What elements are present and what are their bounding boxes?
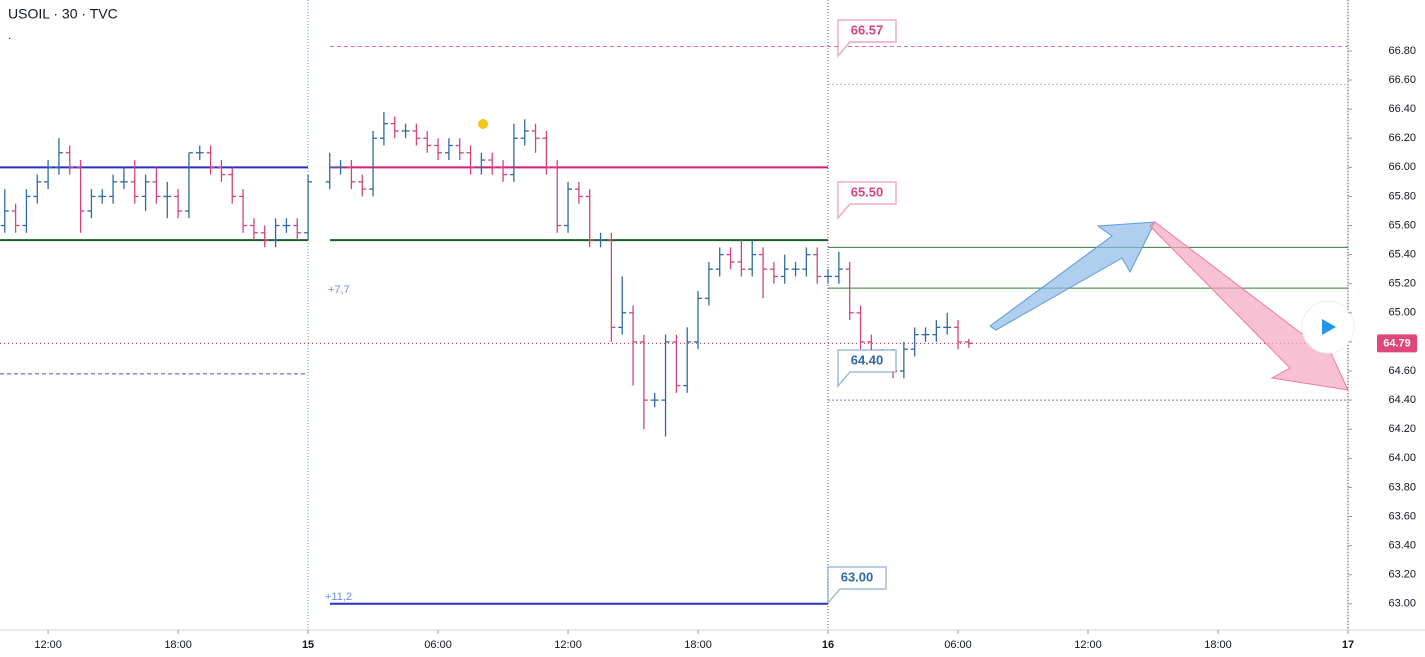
last-price-tag (1377, 334, 1417, 353)
y-tick-label: 65.40 (1388, 249, 1416, 261)
price-label-text: 63.00 (841, 569, 874, 584)
x-tick-label: 06:00 (944, 639, 972, 651)
up-arrow (989, 221, 1156, 331)
y-tick-label: 65.80 (1388, 190, 1416, 202)
price-label: 63.00 (827, 566, 887, 606)
price-label: 64.40 (837, 349, 897, 389)
x-tick-label: 06:00 (424, 639, 452, 651)
x-tick-label: 17 (1342, 639, 1354, 651)
y-tick-label: 63.60 (1388, 510, 1416, 522)
annotation: +7,7 (328, 284, 350, 296)
x-tick-label: 16 (822, 639, 834, 651)
y-tick-label: 63.20 (1388, 569, 1416, 581)
y-tick-label: 65.60 (1388, 219, 1416, 231)
y-tick-label: 63.00 (1388, 598, 1416, 610)
price-label: 65.50 (837, 181, 897, 221)
x-tick-label: 12:00 (34, 639, 62, 651)
x-tick-label: 18:00 (164, 639, 192, 651)
price-label-box (837, 181, 897, 221)
price-label-box (827, 566, 887, 606)
chart-subtitle: . (8, 28, 11, 42)
y-tick-label: 65.20 (1388, 278, 1416, 290)
price-label-text: 66.57 (851, 22, 884, 37)
price-label-box (837, 19, 897, 59)
annotation: +11,2 (325, 591, 352, 603)
y-tick-label: 64.00 (1388, 452, 1416, 464)
price-label-box (837, 349, 897, 389)
last-price-label: 64.79 (1383, 337, 1411, 349)
y-tick-label: 64.60 (1388, 365, 1416, 377)
y-tick-label: 66.80 (1388, 45, 1416, 57)
y-tick-label: 63.80 (1388, 481, 1416, 493)
y-tick-label: 63.40 (1388, 540, 1416, 552)
price-label: 66.57 (837, 19, 897, 59)
x-tick-label: 15 (302, 639, 314, 651)
plot-area (0, 46, 1348, 605)
y-tick-label: 66.00 (1388, 161, 1416, 173)
marker-dot (478, 119, 488, 129)
x-tick-label: 12:00 (554, 639, 582, 651)
price-label-text: 65.50 (851, 184, 884, 199)
x-tick-label: 18:00 (684, 639, 712, 651)
y-tick-label: 66.40 (1388, 103, 1416, 115)
y-tick-label: 64.20 (1388, 423, 1416, 435)
y-tick-label: 66.60 (1388, 74, 1416, 86)
y-tick-label: 66.20 (1388, 132, 1416, 144)
play-icon (1322, 319, 1336, 335)
y-tick-label: 65.00 (1388, 307, 1416, 319)
y-tick-label: 64.40 (1388, 394, 1416, 406)
x-tick-label: 12:00 (1074, 639, 1102, 651)
price-label-text: 64.40 (851, 352, 884, 367)
chart-title: USOIL · 30 · TVC (8, 6, 118, 22)
x-tick-label: 18:00 (1204, 639, 1232, 651)
